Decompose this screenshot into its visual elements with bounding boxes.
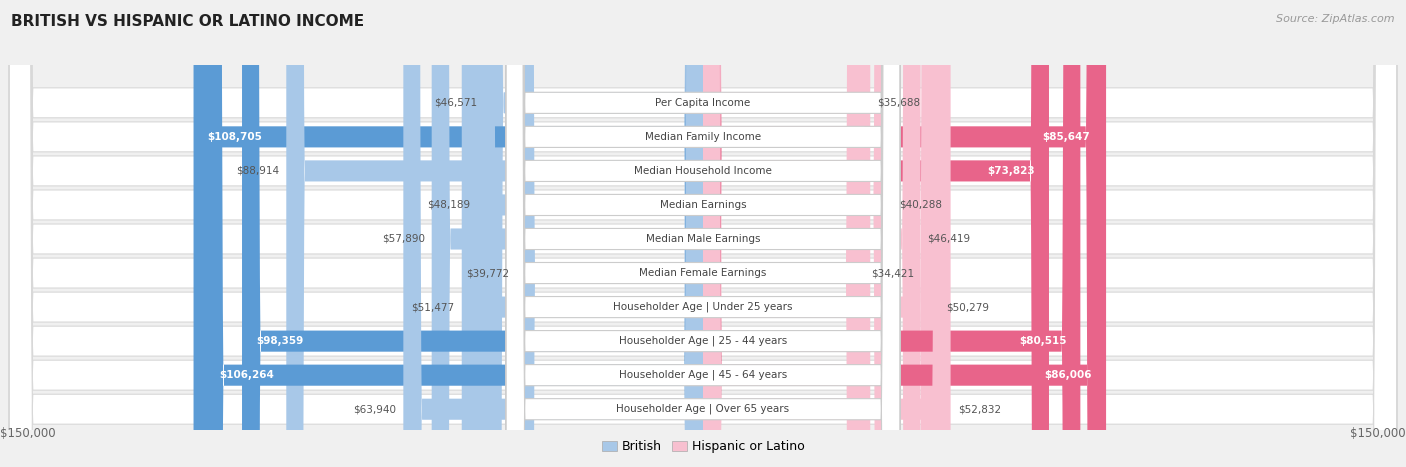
- FancyBboxPatch shape: [205, 0, 703, 467]
- Text: $86,006: $86,006: [1045, 370, 1092, 380]
- Text: $73,823: $73,823: [987, 166, 1035, 176]
- FancyBboxPatch shape: [10, 0, 1396, 467]
- FancyBboxPatch shape: [485, 0, 703, 467]
- FancyBboxPatch shape: [10, 0, 1396, 467]
- Text: $98,359: $98,359: [256, 336, 304, 346]
- FancyBboxPatch shape: [506, 0, 900, 467]
- FancyBboxPatch shape: [703, 0, 870, 467]
- Text: Source: ZipAtlas.com: Source: ZipAtlas.com: [1277, 14, 1395, 24]
- Text: $85,647: $85,647: [1043, 132, 1090, 142]
- Text: Householder Age | 45 - 64 years: Householder Age | 45 - 64 years: [619, 370, 787, 381]
- FancyBboxPatch shape: [194, 0, 703, 467]
- Legend: British, Hispanic or Latino: British, Hispanic or Latino: [596, 435, 810, 459]
- Text: $40,288: $40,288: [898, 200, 942, 210]
- Text: $150,000: $150,000: [1350, 427, 1406, 440]
- FancyBboxPatch shape: [461, 0, 703, 467]
- FancyBboxPatch shape: [10, 0, 1396, 467]
- FancyBboxPatch shape: [703, 0, 950, 467]
- FancyBboxPatch shape: [703, 0, 939, 467]
- FancyBboxPatch shape: [10, 0, 1396, 467]
- Text: Householder Age | Under 25 years: Householder Age | Under 25 years: [613, 302, 793, 312]
- Text: Median Female Earnings: Median Female Earnings: [640, 268, 766, 278]
- FancyBboxPatch shape: [506, 0, 900, 467]
- FancyBboxPatch shape: [506, 0, 900, 467]
- FancyBboxPatch shape: [703, 0, 1107, 467]
- Text: $108,705: $108,705: [208, 132, 263, 142]
- Text: $88,914: $88,914: [236, 166, 280, 176]
- FancyBboxPatch shape: [506, 0, 900, 467]
- FancyBboxPatch shape: [287, 0, 703, 467]
- Text: $34,421: $34,421: [872, 268, 914, 278]
- Text: $46,571: $46,571: [434, 98, 478, 108]
- Text: $80,515: $80,515: [1019, 336, 1066, 346]
- FancyBboxPatch shape: [506, 0, 900, 467]
- FancyBboxPatch shape: [10, 0, 1396, 467]
- FancyBboxPatch shape: [703, 0, 1104, 467]
- FancyBboxPatch shape: [10, 0, 1396, 467]
- Text: Householder Age | 25 - 44 years: Householder Age | 25 - 44 years: [619, 336, 787, 347]
- Text: $48,189: $48,189: [427, 200, 470, 210]
- Text: $63,940: $63,940: [353, 404, 396, 414]
- Text: Median Family Income: Median Family Income: [645, 132, 761, 142]
- Text: $150,000: $150,000: [0, 427, 56, 440]
- Text: $57,890: $57,890: [381, 234, 425, 244]
- FancyBboxPatch shape: [242, 0, 703, 467]
- FancyBboxPatch shape: [10, 0, 1396, 467]
- Text: $35,688: $35,688: [877, 98, 921, 108]
- Text: Median Male Earnings: Median Male Earnings: [645, 234, 761, 244]
- FancyBboxPatch shape: [516, 0, 703, 467]
- FancyBboxPatch shape: [703, 0, 865, 467]
- FancyBboxPatch shape: [506, 0, 900, 467]
- FancyBboxPatch shape: [703, 0, 1049, 467]
- FancyBboxPatch shape: [703, 0, 1080, 467]
- Text: Median Household Income: Median Household Income: [634, 166, 772, 176]
- FancyBboxPatch shape: [506, 0, 900, 467]
- Text: BRITISH VS HISPANIC OR LATINO INCOME: BRITISH VS HISPANIC OR LATINO INCOME: [11, 14, 364, 29]
- Text: $39,772: $39,772: [467, 268, 509, 278]
- Text: $52,832: $52,832: [957, 404, 1001, 414]
- FancyBboxPatch shape: [432, 0, 703, 467]
- Text: $51,477: $51,477: [412, 302, 454, 312]
- FancyBboxPatch shape: [506, 0, 900, 467]
- Text: Median Earnings: Median Earnings: [659, 200, 747, 210]
- Text: Per Capita Income: Per Capita Income: [655, 98, 751, 108]
- FancyBboxPatch shape: [10, 0, 1396, 467]
- Text: $46,419: $46,419: [928, 234, 970, 244]
- FancyBboxPatch shape: [506, 0, 900, 467]
- FancyBboxPatch shape: [506, 0, 900, 467]
- Text: $50,279: $50,279: [946, 302, 988, 312]
- FancyBboxPatch shape: [703, 0, 921, 467]
- FancyBboxPatch shape: [10, 0, 1396, 467]
- Text: Householder Age | Over 65 years: Householder Age | Over 65 years: [616, 404, 790, 415]
- FancyBboxPatch shape: [10, 0, 1396, 467]
- Text: $106,264: $106,264: [219, 370, 274, 380]
- FancyBboxPatch shape: [703, 0, 891, 467]
- FancyBboxPatch shape: [477, 0, 703, 467]
- FancyBboxPatch shape: [404, 0, 703, 467]
